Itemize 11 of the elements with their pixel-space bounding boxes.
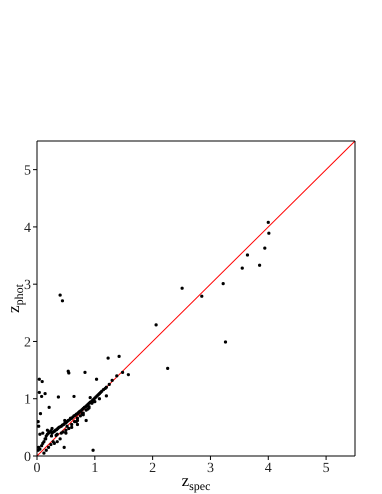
y-tick-label: 4 bbox=[24, 220, 31, 236]
x-tick-label: 1 bbox=[91, 460, 98, 476]
y-tick-label: 1 bbox=[24, 392, 31, 408]
y-tick-label: 3 bbox=[24, 278, 31, 294]
x-tick-label: 5 bbox=[322, 460, 330, 476]
y-tick-label: 2 bbox=[24, 335, 31, 350]
y-tick-label: 5 bbox=[24, 164, 31, 179]
y-tick-label: 0 bbox=[24, 450, 31, 465]
x-tick-label: 2 bbox=[149, 460, 156, 476]
x-tick-label: 4 bbox=[264, 460, 272, 476]
x-tick-label: 0 bbox=[34, 460, 40, 476]
